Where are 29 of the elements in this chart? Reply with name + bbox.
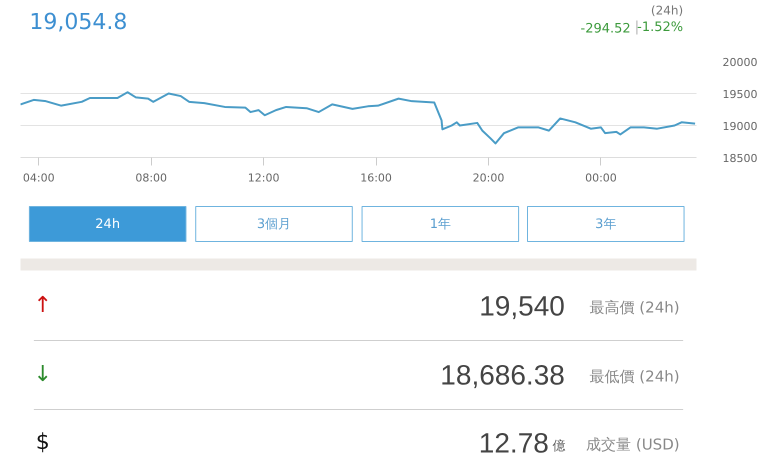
text: 19,540 <box>479 290 565 322</box>
y-tick-label: 20000 <box>722 56 758 69</box>
text: 24h <box>95 217 120 232</box>
text: 1年 <box>430 217 451 232</box>
text: ↑ <box>34 293 52 318</box>
text: $ <box>36 430 50 455</box>
text: 3個月 <box>256 217 292 232</box>
text: 18,686.38 <box>440 360 565 390</box>
text: 最低價 (24h) <box>590 368 680 386</box>
y-tick-label: 19500 <box>722 88 758 101</box>
y-tick-label: 19000 <box>722 120 758 133</box>
x-tick-label: 00:00 <box>585 172 617 184</box>
text: -294.52 <box>580 22 631 36</box>
text: 成交量 (USD) <box>586 436 680 454</box>
text: 12.78 <box>478 428 549 458</box>
x-tick-label: 08:00 <box>135 172 168 184</box>
text: -1.52% <box>637 20 684 35</box>
chart-title: 19,054.8 <box>29 10 128 35</box>
x-tick-label: 20:00 <box>472 172 504 184</box>
text: ↓ <box>34 362 52 387</box>
text: 億 <box>552 439 566 454</box>
y-tick-label: 18500 <box>722 152 758 165</box>
x-tick-label: 04:00 <box>22 172 55 184</box>
text: 3年 <box>595 217 616 232</box>
text: (24h) <box>650 4 684 18</box>
text: 最高價 (24h) <box>590 298 680 316</box>
x-tick-label: 16:00 <box>360 172 392 184</box>
line-series <box>20 91 696 144</box>
x-tick-label: 12:00 <box>248 172 280 184</box>
